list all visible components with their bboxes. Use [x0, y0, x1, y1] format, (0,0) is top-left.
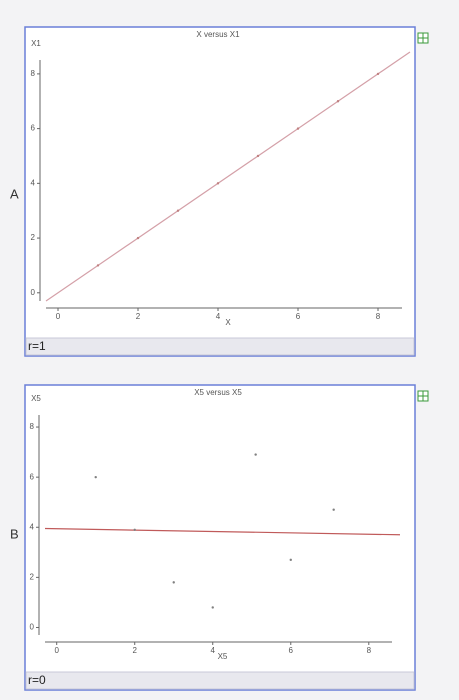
x-tick-label: 6: [296, 312, 301, 321]
y-axis-label: X5: [31, 394, 41, 403]
x-tick-label: 4: [216, 312, 221, 321]
data-point: [136, 236, 140, 240]
x-tick-label: 2: [136, 312, 141, 321]
chart-title: X5 versus X5: [194, 388, 242, 397]
x-axis-label: X5: [218, 652, 228, 661]
x-tick-label: 0: [54, 646, 59, 655]
y-tick-label: 0: [30, 623, 35, 632]
annotation: r=0: [28, 673, 46, 687]
data-point: [211, 606, 214, 609]
data-point: [216, 182, 220, 185]
data-point: [176, 209, 180, 212]
y-tick-label: 8: [31, 69, 36, 78]
panel-label: B: [10, 526, 19, 541]
y-axis-label: X1: [31, 39, 41, 48]
fit-line: [44, 527, 401, 536]
y-tick-label: 2: [30, 572, 35, 581]
y-tick-label: 2: [31, 233, 36, 242]
x-tick-label: 2: [132, 646, 137, 655]
annotation-bar: [25, 671, 415, 690]
data-point: [254, 453, 257, 456]
y-tick-label: 4: [31, 178, 36, 187]
data-point: [289, 558, 292, 562]
data-point: [332, 508, 335, 511]
chart-title: X versus X1: [196, 30, 240, 39]
data-point: [296, 127, 300, 130]
data-point: [336, 100, 340, 103]
data-point: [172, 581, 175, 584]
data-point: [376, 72, 380, 76]
annotation-bar: [25, 337, 415, 356]
y-tick-label: 6: [31, 124, 36, 133]
data-point: [96, 264, 100, 267]
annotation: r=1: [28, 339, 46, 353]
plot-frame: [24, 384, 416, 691]
data-point: [133, 528, 136, 531]
x-tick-label: 8: [376, 312, 381, 321]
x-tick-label: 8: [367, 646, 372, 655]
x-tick-label: 6: [289, 646, 294, 655]
panel-label: A: [10, 186, 19, 201]
expand-icon: [418, 33, 428, 43]
expand-icon: [418, 391, 428, 401]
x-axis-label: X: [225, 318, 231, 327]
y-tick-label: 0: [31, 288, 36, 297]
fit-line: [45, 51, 411, 302]
plot-frame: [24, 26, 416, 357]
y-tick-label: 8: [30, 422, 35, 431]
x-tick-label: 0: [56, 312, 61, 321]
y-tick-label: 4: [30, 522, 35, 531]
x-tick-label: 4: [211, 646, 216, 655]
data-point: [94, 475, 97, 479]
y-tick-label: 6: [30, 472, 35, 481]
data-point: [256, 154, 260, 158]
